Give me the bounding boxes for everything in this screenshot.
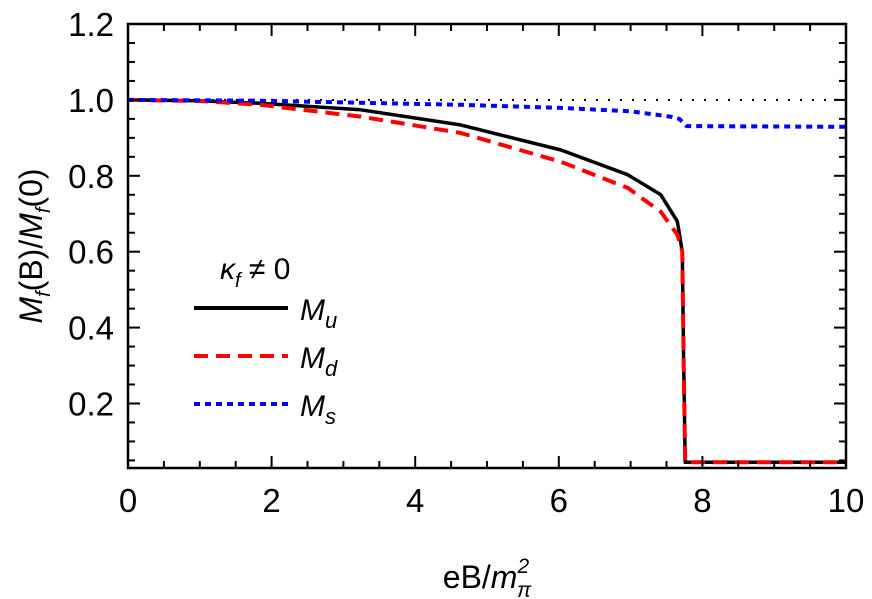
y-tick-label: 0.6: [68, 234, 114, 271]
tick-label-layer: 0 2 4 6 8 10 0.2 0.4 0.6 0.8 1.0 1.2: [68, 6, 864, 519]
series-line-d: [127, 97, 846, 465]
x-axis-label: eB/m2 π: [443, 555, 532, 599]
x-tick-label: 6: [550, 482, 568, 519]
y-axis-label: Mf(B)/Mf(0): [13, 168, 55, 323]
y-tick-label: 1.0: [68, 82, 114, 119]
x-tick-label: 0: [119, 482, 137, 519]
x-tick-label: 4: [406, 482, 424, 519]
legend-header: κf ≠ 0: [220, 253, 290, 292]
series-line-s: [127, 97, 847, 129]
legend: κf ≠ 0 Mu Md Ms: [194, 253, 338, 429]
series-layer: [127, 97, 847, 465]
y-tick-label: 1.2: [68, 6, 114, 43]
x-tick-label: 10: [828, 482, 865, 519]
tick-layer: [127, 23, 847, 468]
legend-label-d: Md: [300, 342, 338, 381]
x-tick-label: 2: [262, 482, 280, 519]
plot-frame: [126, 22, 848, 470]
y-tick-label: 0.8: [68, 158, 114, 195]
legend-label-s: Ms: [300, 390, 336, 429]
y-tick-label: 0.4: [68, 310, 114, 347]
y-tick-label: 0.2: [68, 385, 114, 422]
x-tick-label: 8: [693, 482, 711, 519]
legend-label-u: Mu: [300, 294, 337, 333]
